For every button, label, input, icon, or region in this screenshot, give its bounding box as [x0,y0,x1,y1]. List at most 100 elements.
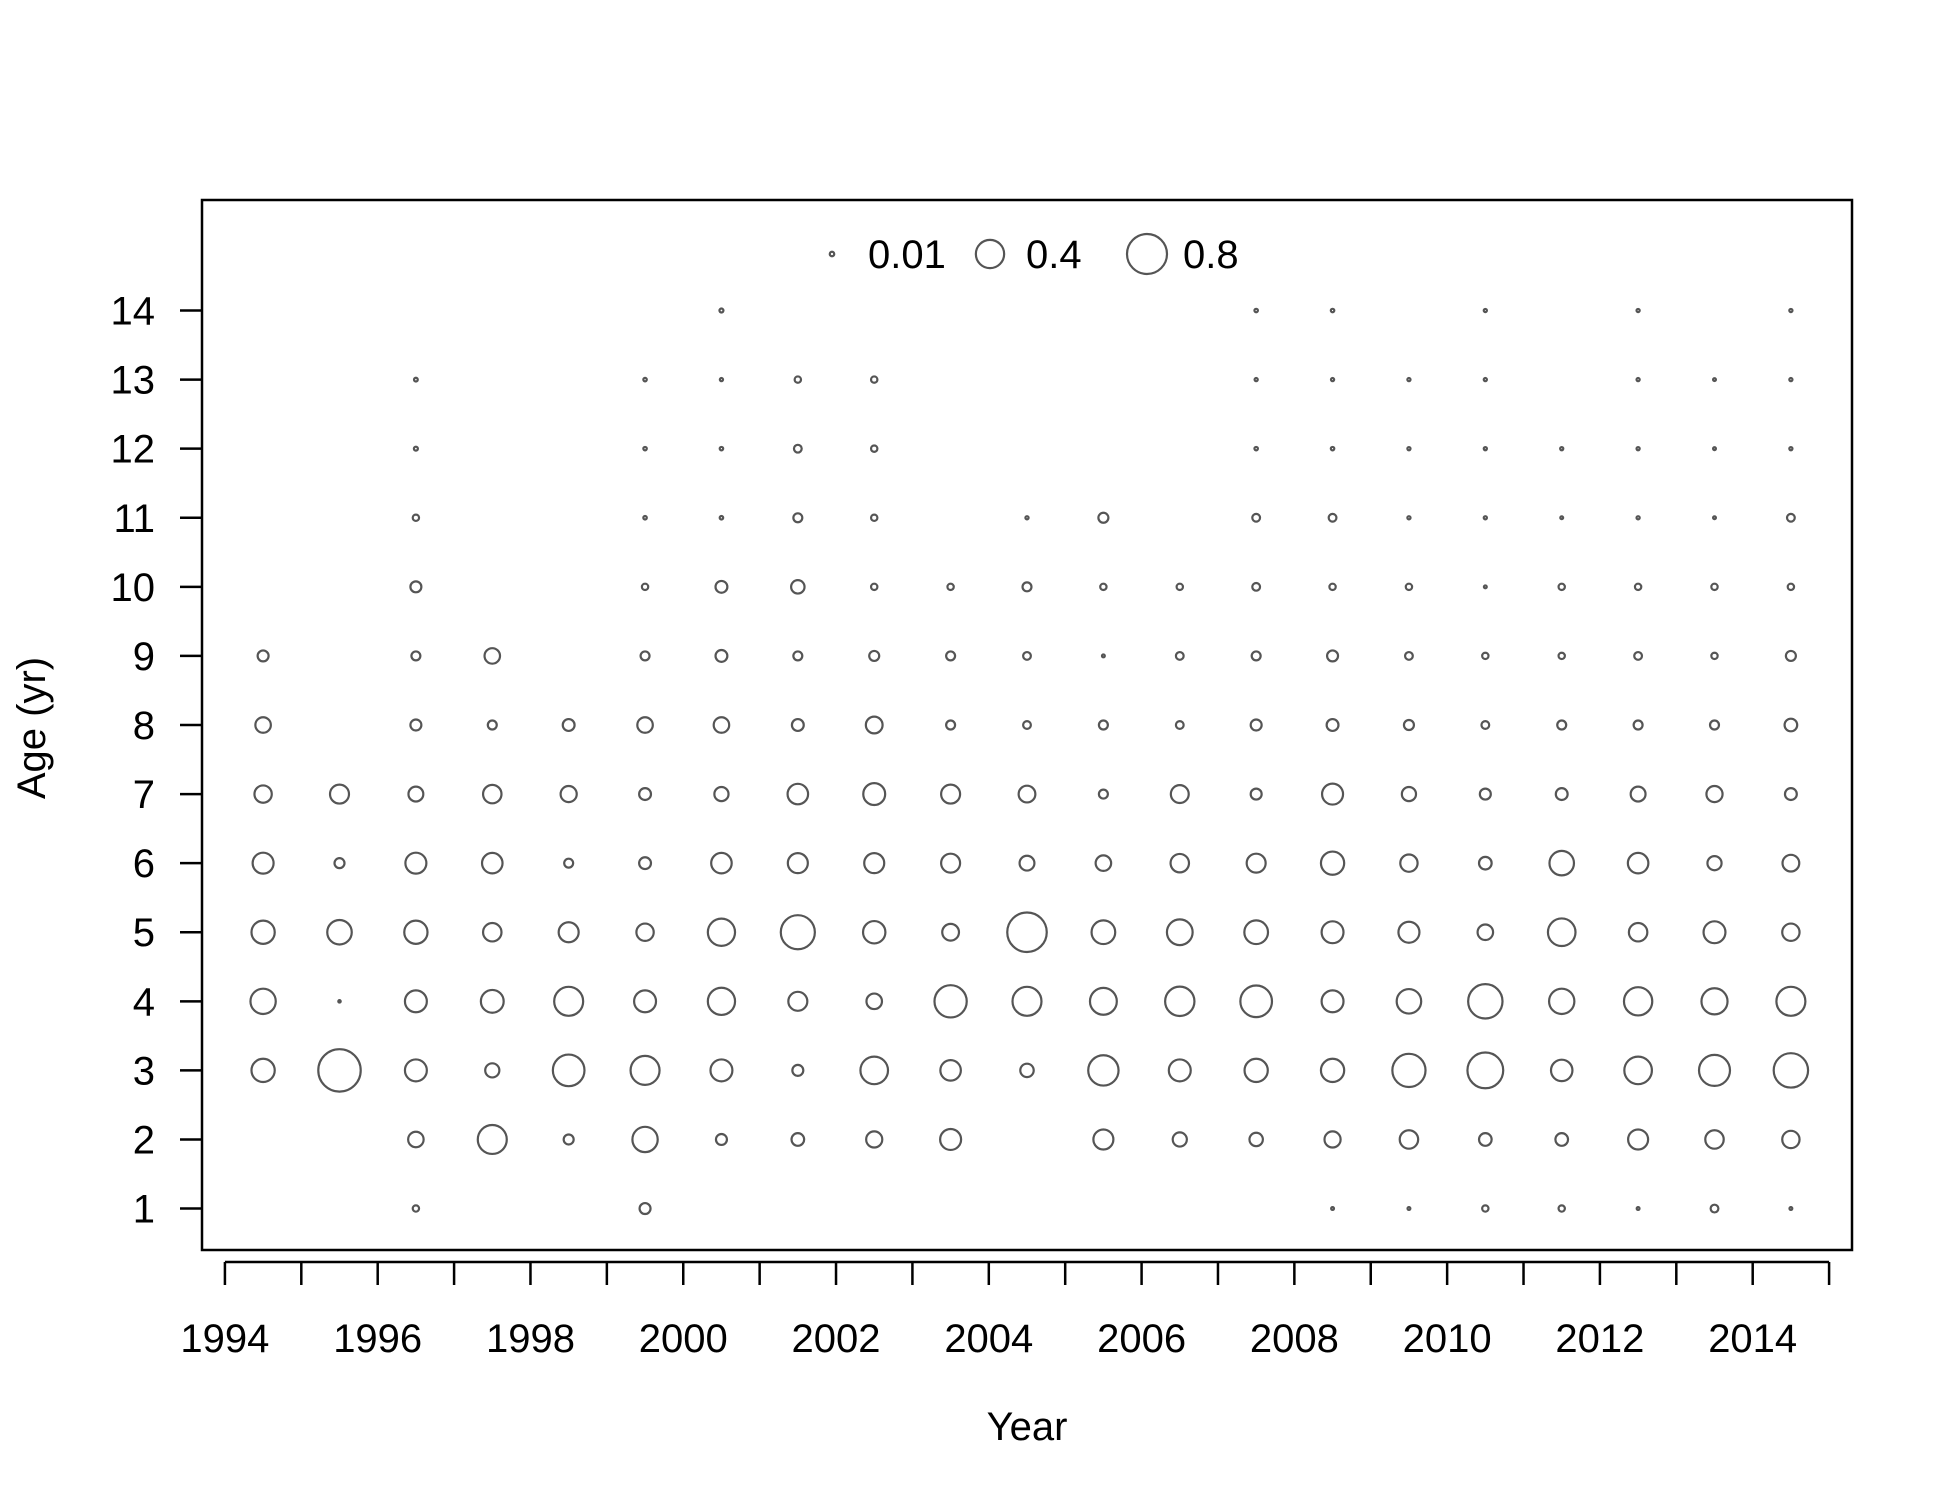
bubble [1557,582,1566,592]
bubble [1320,782,1345,806]
bubble [718,514,725,521]
bubble [640,582,650,592]
bubble [1559,446,1565,452]
bubble [1395,987,1423,1015]
bubble [790,1132,806,1147]
bubble [631,1125,659,1154]
bubble [1627,921,1649,943]
legend-bubble [1125,232,1169,276]
bubble [706,917,737,947]
y-tick-label: 6 [133,842,155,886]
bubble [1709,1203,1720,1214]
x-axis-label: Year [987,1405,1068,1449]
bubble [250,1057,276,1084]
bubble [1325,649,1340,663]
bubble [483,647,502,665]
bubble [633,989,658,1014]
bubble [1022,720,1032,730]
x-tick-label: 2004 [944,1317,1033,1361]
bubble [1711,377,1718,383]
bubble [1174,650,1185,661]
bubble [1626,851,1650,875]
bubble [710,851,733,875]
bubble [792,650,804,662]
bubble [1702,920,1727,945]
bubble [1011,985,1043,1017]
bubble [1403,650,1414,661]
y-tick-label: 2 [133,1118,155,1162]
bubble [869,582,879,592]
bubble [786,782,810,806]
bubble [1547,987,1576,1016]
bubble [409,718,423,732]
y-tick-label: 13 [111,359,156,403]
bubble [559,784,578,804]
bubble [1243,1057,1269,1084]
bubble [1329,445,1336,452]
x-tick-label: 2000 [639,1317,728,1361]
bubble [790,579,806,595]
bubble [1329,307,1336,314]
bubble [714,648,729,663]
bubble [1705,784,1724,804]
bubble [869,513,879,523]
bubble [1622,986,1654,1017]
bubble [1399,853,1419,873]
bubble [563,857,575,869]
bubble [1482,515,1489,521]
bubble [1788,307,1794,314]
bubble [256,649,270,663]
bubble [706,986,737,1017]
bubble [1549,1058,1574,1083]
bubble [638,787,653,802]
bubble [326,918,353,946]
bubble [1090,919,1117,946]
bubble [1245,852,1267,874]
bubble [1632,719,1644,731]
bubble [1708,719,1721,731]
bubble [1697,1053,1732,1087]
bubble [317,1048,362,1093]
y-tick-label: 5 [133,911,155,955]
bubble [1097,719,1109,731]
bubble [1406,376,1412,383]
bubble [862,782,887,807]
bubble [1635,515,1641,521]
bubble [1088,986,1118,1016]
bubble [940,852,962,874]
bubble [1024,515,1030,521]
bubble [1006,911,1048,954]
bubble [1629,785,1647,803]
bubble [1251,512,1262,523]
bubble [1021,581,1033,593]
bubble [713,785,730,803]
bubble [1477,855,1493,871]
bubble [638,1201,652,1216]
bubble [1466,1051,1505,1090]
bubble [481,921,503,943]
bubble [410,650,422,662]
bubble [1406,515,1412,521]
bubble [791,1063,805,1077]
bubble [1482,376,1489,383]
bubble [1476,923,1495,942]
x-tick-label: 1998 [486,1317,575,1361]
bubble [714,579,729,594]
bubble [1097,788,1109,800]
bubble [940,783,962,805]
bubble [1786,582,1796,592]
bubble [562,1133,575,1146]
legend-label: 0.4 [1026,233,1082,277]
bubble [1391,1052,1427,1089]
bubble [868,649,881,663]
bubble [1330,1206,1336,1212]
bubble [1165,918,1194,947]
bubble [1554,787,1569,802]
bubble [1481,1204,1490,1213]
x-tick-label: 2006 [1097,1317,1186,1361]
bubble [249,987,277,1016]
bubble [718,376,725,383]
bubble [1627,1128,1650,1151]
bubble [1635,1206,1641,1212]
bubble [1243,919,1270,946]
